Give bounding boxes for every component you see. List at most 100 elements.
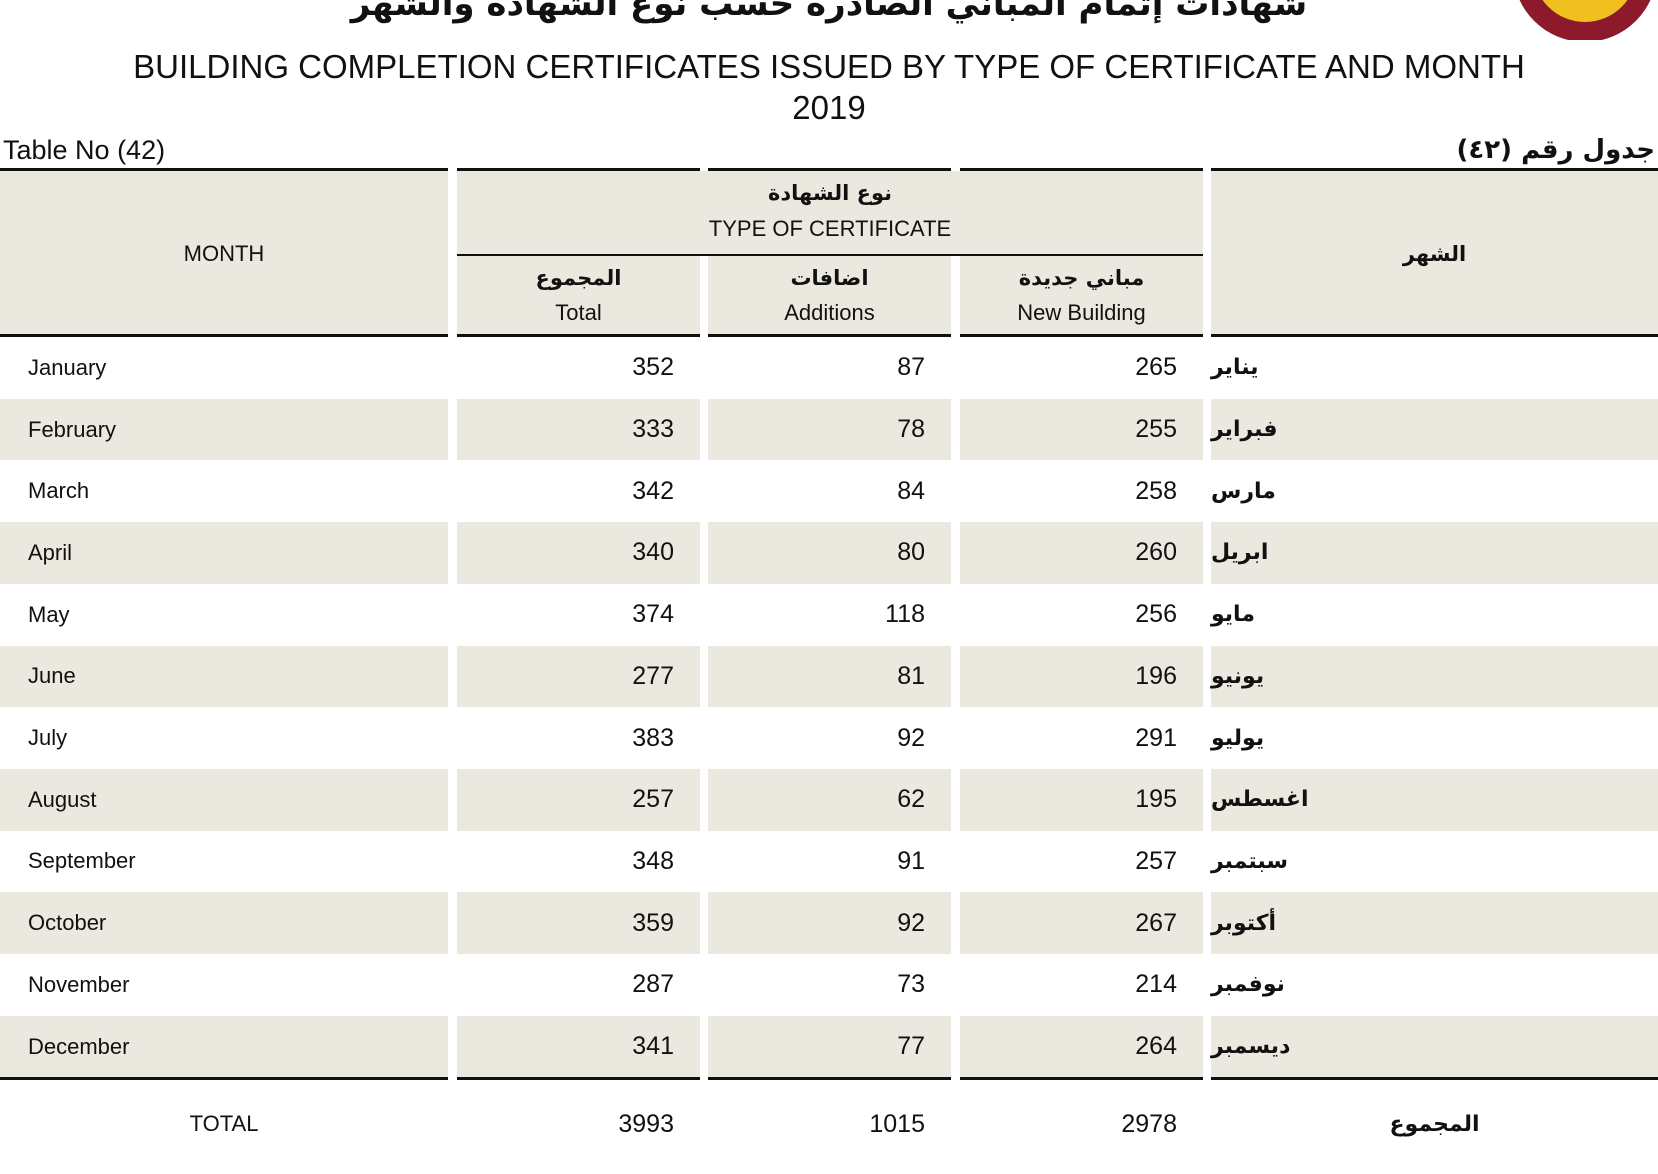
value-cell: 92 [708, 892, 951, 954]
table-bottom-rule [1211, 1077, 1658, 1081]
value-cell: 277 [457, 645, 700, 708]
column-header-ar: المجموع [535, 266, 622, 290]
logo-center [1542, 0, 1628, 22]
month-ar: يناير [1211, 355, 1259, 381]
month-header-ar: الشهر [1402, 241, 1467, 266]
month-ar: يونيو [1211, 645, 1658, 708]
value-cell: 84 [897, 476, 925, 505]
value-cell: 78 [708, 398, 951, 461]
value-cell: 257 [457, 768, 700, 831]
group-header-ar: نوع الشهادة [767, 181, 893, 205]
value-cell: 195 [960, 768, 1203, 831]
month-en: December [0, 1015, 448, 1078]
value-cell: 374 [632, 600, 674, 629]
header-bottom-rule [0, 334, 448, 337]
month-en: August [0, 768, 448, 831]
value-cell: 260 [960, 522, 1203, 584]
value-cell: 80 [708, 522, 951, 584]
total-value-cell: 1015 [869, 1109, 925, 1138]
group-header-bg [457, 171, 1203, 254]
month-ar: يوليو [1211, 725, 1265, 751]
month-ar: أكتوبر [1211, 892, 1658, 954]
month-ar: نوفمبر [1211, 972, 1285, 998]
table-bottom-rule [708, 1077, 951, 1081]
month-ar: ابريل [1211, 522, 1658, 584]
group-header-en: TYPE OF CERTIFICATE [708, 216, 952, 241]
month-ar: سبتمبر [1211, 848, 1289, 874]
table-bottom-rule [960, 1077, 1203, 1081]
table-no-ar: جدول رقم (٤٢) [1456, 135, 1656, 165]
value-cell: 291 [1135, 723, 1177, 752]
value-cell: 264 [960, 1015, 1203, 1078]
month-ar: اغسطس [1211, 768, 1658, 831]
header-cell-bg [1211, 171, 1658, 336]
value-cell: 333 [457, 398, 700, 461]
month-en: May [28, 601, 70, 627]
value-cell: 81 [708, 645, 951, 708]
total-value-cell: 3993 [618, 1109, 674, 1138]
header-bottom-rule [1211, 334, 1658, 337]
month-en: October [0, 892, 448, 954]
value-cell: 258 [1135, 476, 1177, 505]
header-top-rule [708, 168, 951, 171]
value-cell: 352 [632, 353, 674, 382]
header-bottom-rule [960, 334, 1203, 337]
total-month-en: TOTAL [189, 1111, 259, 1137]
value-cell: 256 [1135, 600, 1177, 629]
title-en: BUILDING COMPLETION CERTIFICATES ISSUED … [133, 48, 1525, 85]
value-cell: 77 [708, 1015, 951, 1078]
value-cell: 214 [1135, 970, 1177, 999]
month-ar: مارس [1211, 478, 1276, 504]
group-rule [457, 254, 1203, 256]
table-bottom-rule [457, 1077, 700, 1081]
value-cell: 265 [1135, 353, 1177, 382]
header-top-rule [1211, 168, 1658, 171]
month-en: November [28, 971, 130, 997]
value-cell: 92 [897, 723, 925, 752]
month-en: July [28, 725, 68, 751]
value-cell: 62 [708, 768, 951, 831]
month-ar: مايو [1211, 602, 1255, 628]
value-cell: 196 [960, 645, 1203, 708]
value-cell: 118 [885, 600, 925, 629]
month-en: June [0, 645, 448, 708]
value-cell: 87 [897, 353, 925, 382]
value-cell: 267 [960, 892, 1203, 954]
month-en: January [28, 354, 107, 380]
header-top-rule [457, 168, 700, 171]
value-cell: 257 [1135, 846, 1177, 875]
value-cell: 359 [457, 892, 700, 954]
month-ar: ديسمبر [1211, 1015, 1658, 1078]
month-en: April [0, 522, 448, 584]
month-en: September [28, 848, 136, 874]
table-no-en: Table No (42) [3, 135, 166, 165]
value-cell: 348 [632, 846, 674, 875]
value-cell: 255 [960, 398, 1203, 461]
header-bottom-rule [708, 334, 951, 337]
column-header-ar: مباني جديدة [1018, 266, 1145, 290]
month-ar: فبراير [1211, 398, 1658, 461]
month-en: February [0, 398, 448, 461]
month-header-en: MONTH [183, 240, 265, 266]
total-month-ar: المجموع [1389, 1111, 1480, 1137]
value-cell: 91 [897, 846, 925, 875]
title-ar: شهادات إتمام المباني الصادرة حسب نوع الش… [350, 0, 1308, 24]
header-cell-bg [0, 171, 448, 336]
value-cell: 287 [632, 970, 674, 999]
month-en: March [28, 478, 90, 504]
value-cell: 341 [457, 1015, 700, 1078]
value-cell: 383 [632, 723, 674, 752]
header-top-rule [0, 168, 448, 171]
column-header-en: New Building [1017, 300, 1146, 325]
total-value-cell: 2978 [1121, 1109, 1177, 1138]
value-cell: 340 [457, 522, 700, 584]
value-cell: 73 [897, 970, 925, 999]
year: 2019 [792, 89, 866, 126]
column-header-en: Total [555, 300, 602, 325]
column-header-ar: اضافات [790, 266, 869, 290]
value-cell: 342 [632, 476, 674, 505]
table-bottom-rule [0, 1077, 448, 1081]
header-top-rule [960, 168, 1203, 171]
header-bottom-rule [457, 334, 700, 337]
